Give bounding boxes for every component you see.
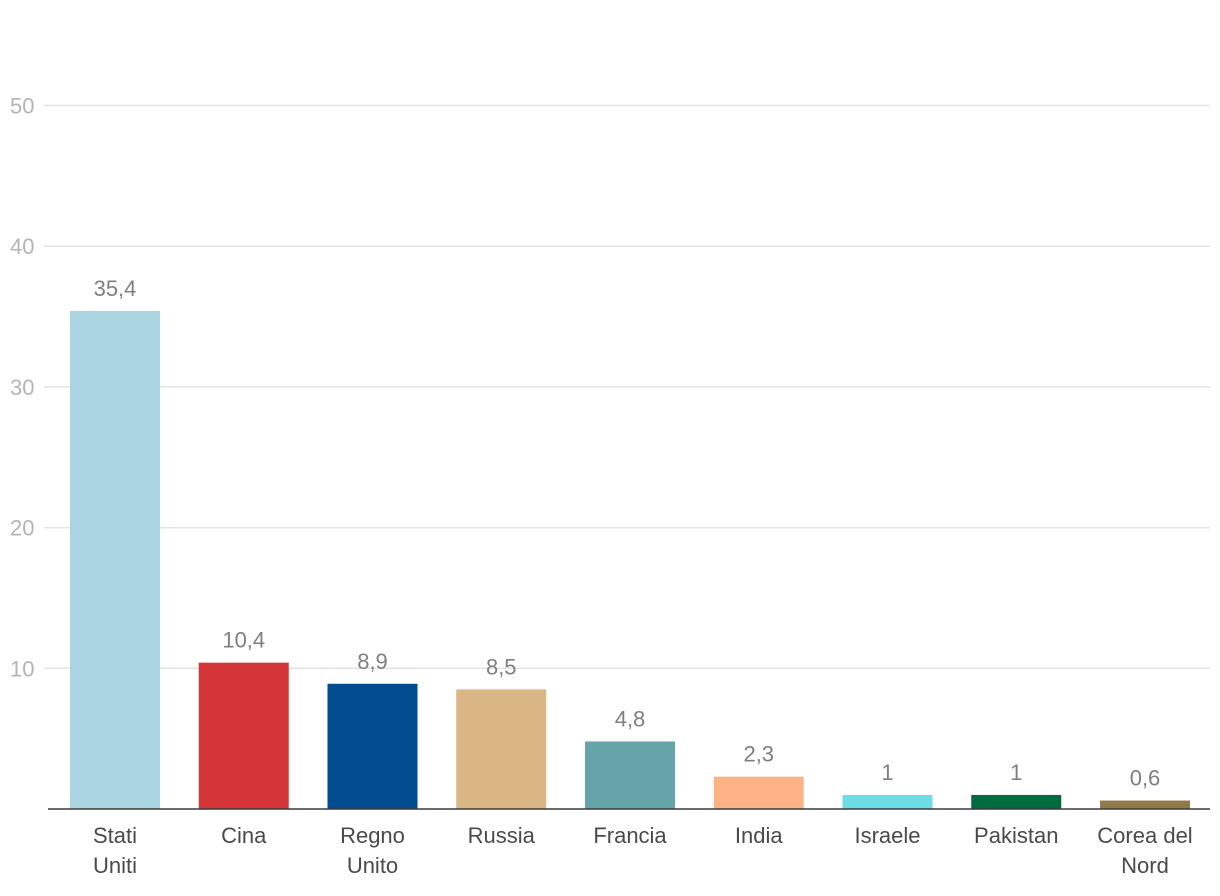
bar-regno-unito	[327, 683, 418, 809]
x-category-label: Regno Unito	[340, 823, 405, 878]
bar-russia	[456, 689, 547, 809]
value-label: 0,6	[1130, 766, 1161, 791]
bar-pakistan	[971, 794, 1062, 809]
value-label: 8,5	[486, 654, 517, 679]
y-tick-label-40: 40	[10, 234, 34, 259]
x-category-label: Israele	[854, 823, 920, 848]
gridlines	[44, 104, 1210, 670]
y-tick-label-50: 50	[10, 94, 34, 119]
value-label: 1	[1010, 760, 1022, 785]
value-label: 1	[881, 760, 893, 785]
bar-india	[713, 776, 804, 809]
bar-francia	[585, 741, 675, 809]
bar-corea-del-nord	[1100, 800, 1190, 809]
value-label: 35,4	[94, 276, 137, 301]
bar-stati-uniti	[70, 310, 160, 809]
x-category-label: Stati Uniti	[93, 823, 137, 878]
value-label: 4,8	[615, 706, 646, 731]
value-label: 2,3	[743, 742, 774, 767]
y-tick-label-20: 20	[10, 516, 34, 541]
x-category-label: Corea del Nord	[1097, 823, 1192, 878]
x-category-label: Pakistan	[974, 823, 1058, 848]
x-category-label: Russia	[468, 823, 536, 848]
bar-cina	[198, 662, 289, 809]
x-axis-labels: Stati Uniti Cina Regno Unito Russia Francia Ind…	[93, 823, 1193, 878]
x-category-label: Francia	[593, 823, 667, 848]
bars	[70, 310, 1190, 809]
y-axis-ticks: 10 20 30 40 50	[10, 94, 34, 682]
value-label: 8,9	[357, 649, 388, 674]
value-label: 10,4	[222, 628, 265, 653]
y-tick-label-10: 10	[10, 656, 34, 681]
x-category-label: India	[735, 823, 783, 848]
value-labels: 35,4 10,4 8,9 8,5 4,8 2,3 1 1 0,6	[94, 276, 1161, 791]
x-category-label: Cina	[221, 823, 267, 848]
bar-israele	[842, 794, 933, 809]
y-tick-label-30: 30	[10, 375, 34, 400]
